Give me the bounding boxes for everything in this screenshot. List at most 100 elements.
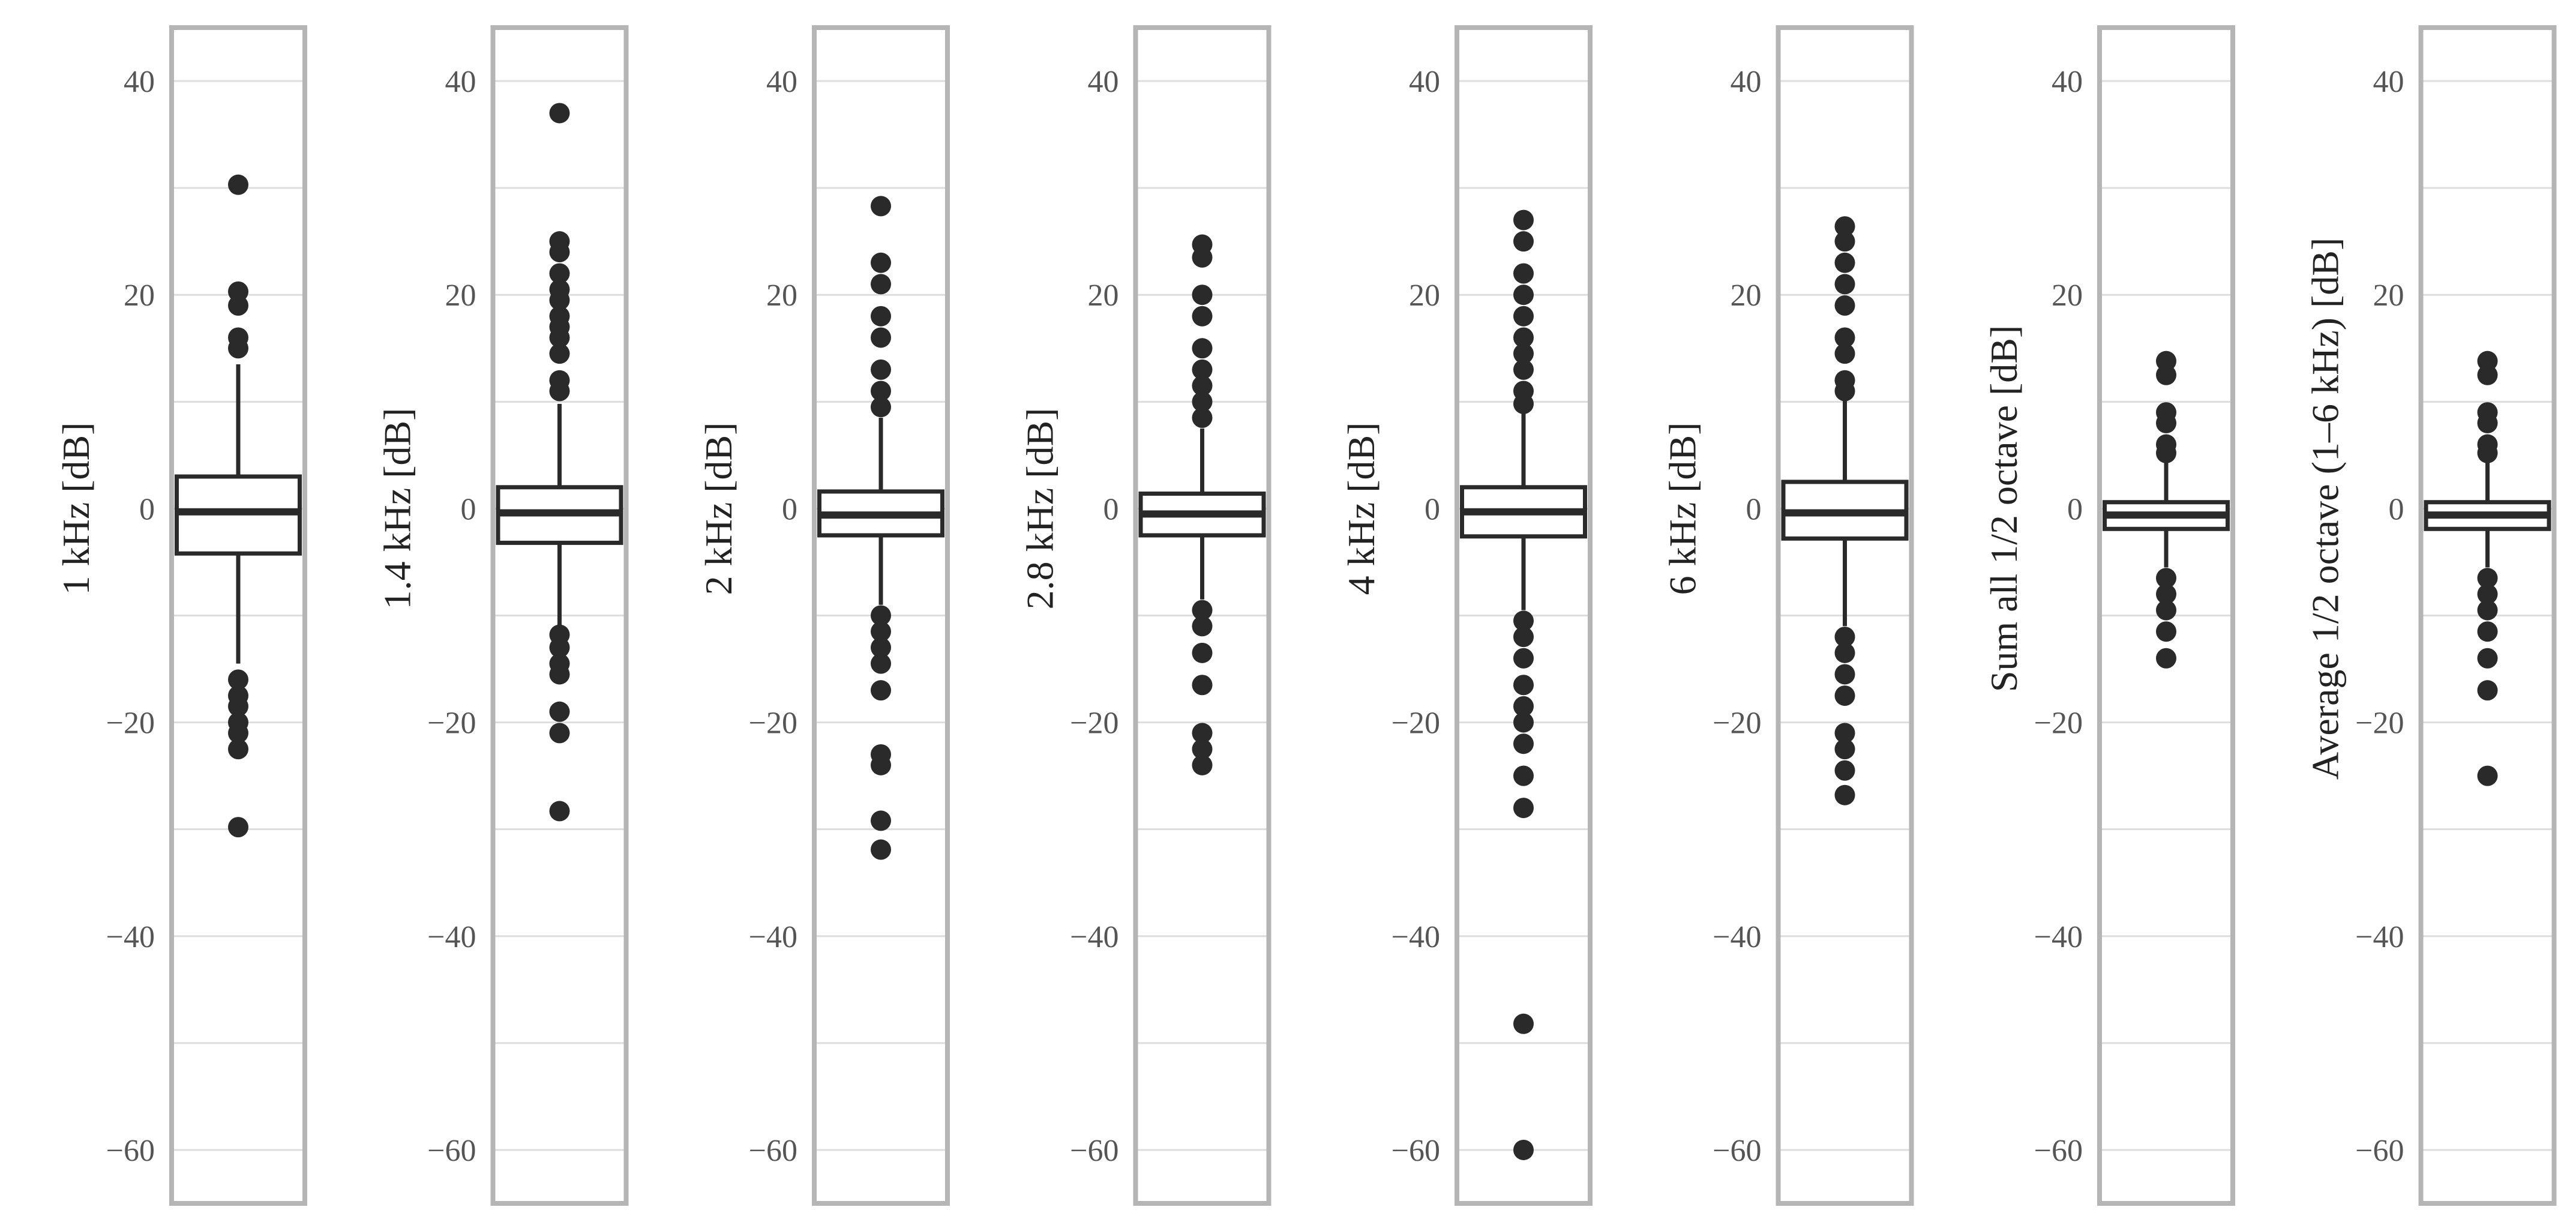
outlier-point (549, 327, 570, 348)
outlier-point (2477, 680, 2498, 701)
outlier-point (549, 103, 570, 124)
outlier-point (1513, 343, 1534, 364)
y-axis-label: 1 kHz [dB] (55, 422, 97, 595)
outlier-point (1513, 231, 1534, 252)
y-tick-label: −40 (106, 920, 155, 954)
y-tick-label: 20 (445, 278, 476, 313)
outlier-point (1513, 627, 1534, 648)
outlier-point (549, 701, 570, 722)
outlier-point (1192, 247, 1213, 268)
outlier-point (549, 263, 570, 284)
outlier-point (2156, 600, 2176, 621)
outlier-point (1834, 231, 1855, 252)
outlier-point (1513, 696, 1534, 717)
y-tick-label: 40 (1731, 65, 1762, 99)
panel-3: 40 20 0 −20 −40 −60 2 kHz [dB] (697, 25, 950, 1206)
y-tick-label: −20 (427, 706, 476, 741)
y-tick-label: −60 (1713, 1134, 1761, 1168)
y-tick-label: 40 (445, 65, 476, 99)
y-tick-label: −40 (1713, 920, 1761, 954)
y-tick-label: 40 (1088, 65, 1119, 99)
outlier-point (1513, 610, 1534, 631)
y-tick-label: 20 (1088, 278, 1119, 313)
panel-6: 40 20 0 −20 −40 −60 6 kHz [dB] (1662, 25, 1914, 1206)
y-tick-label: 20 (1409, 278, 1440, 313)
y-tick-label: −20 (749, 706, 797, 741)
outlier-point (549, 723, 570, 744)
outlier-point (1513, 209, 1534, 230)
outlier-point (228, 817, 248, 838)
y-tick-label: −60 (427, 1134, 476, 1168)
outlier-point (2477, 621, 2498, 642)
outlier-point (228, 696, 248, 717)
outlier-point (1834, 343, 1855, 364)
y-tick-label: 0 (1425, 492, 1440, 526)
outlier-point (1192, 408, 1213, 429)
outlier-point (2156, 442, 2176, 463)
outlier-point (2156, 583, 2176, 604)
y-axis-label: 6 kHz [dB] (1662, 422, 1704, 595)
outlier-point (1834, 760, 1855, 781)
outlier-point (1834, 295, 1855, 316)
outlier-point (871, 637, 891, 658)
y-tick-label: 40 (1409, 65, 1440, 99)
y-tick-label: −40 (2034, 920, 2083, 954)
y-tick-label: 40 (2052, 65, 2083, 99)
outlier-point (871, 196, 891, 217)
panel-5: 40 20 0 −20 −40 −60 4 kHz [dB] (1340, 25, 1593, 1206)
outlier-point (2477, 364, 2498, 385)
outlier-point (871, 327, 891, 348)
y-axis-label: Sum all 1/2 octave [dB] (1983, 325, 2025, 692)
y-axis-label: Average 1/2 octave (1–6 kHz) [dB] (2304, 238, 2347, 780)
outlier-point (1192, 391, 1213, 412)
panel-frame (1455, 25, 1593, 1206)
y-tick-label: 20 (2373, 278, 2404, 313)
y-tick-label: 0 (1103, 492, 1119, 526)
panel-7: 40 20 0 −20 −40 −60 Sum all 1/2 octave [dB] (1983, 25, 2235, 1206)
outlier-point (1834, 664, 1855, 685)
y-tick-label: 0 (2067, 492, 2083, 526)
outlier-point (871, 621, 891, 642)
outlier-point (549, 664, 570, 685)
outlier-point (549, 801, 570, 822)
outlier-point (2477, 442, 2498, 463)
y-tick-label: −40 (749, 920, 797, 954)
y-tick-label: 20 (1731, 278, 1762, 313)
outlier-point (228, 174, 248, 195)
outlier-point (1192, 375, 1213, 396)
outlier-point (1192, 359, 1213, 380)
y-tick-label: 0 (139, 492, 155, 526)
outlier-point (228, 723, 248, 744)
panel-frame (2418, 25, 2557, 1206)
outlier-point (1513, 1013, 1534, 1034)
y-tick-label: −60 (106, 1134, 155, 1168)
outlier-point (871, 680, 891, 701)
outlier-point (2477, 583, 2498, 604)
outlier-point (1834, 252, 1855, 273)
y-tick-label: −20 (1713, 706, 1761, 741)
outlier-point (1513, 648, 1534, 669)
outlier-point (1192, 338, 1213, 359)
outlier-point (2477, 568, 2498, 589)
outlier-point (1513, 393, 1534, 414)
outlier-point (871, 252, 891, 273)
outlier-point (1834, 739, 1855, 760)
y-tick-label: −60 (2034, 1134, 2083, 1168)
outlier-point (1513, 798, 1534, 819)
outlier-point (1513, 284, 1534, 305)
outlier-point (1192, 305, 1213, 327)
y-tick-label: 40 (124, 65, 155, 99)
outlier-point (2156, 568, 2176, 589)
outlier-point (2156, 621, 2176, 642)
outlier-point (1834, 784, 1855, 805)
y-axis-label: 1.4 kHz [dB] (376, 408, 419, 609)
outlier-point (871, 381, 891, 402)
outlier-point (1834, 723, 1855, 744)
outlier-point (871, 305, 891, 327)
outlier-point (1834, 327, 1855, 348)
panel-1: 40 20 0 −20 −40 −60 1 kHz [dB] (55, 25, 307, 1206)
outlier-point (549, 241, 570, 262)
y-tick-label: 40 (2373, 65, 2404, 99)
outlier-point (1192, 723, 1213, 744)
